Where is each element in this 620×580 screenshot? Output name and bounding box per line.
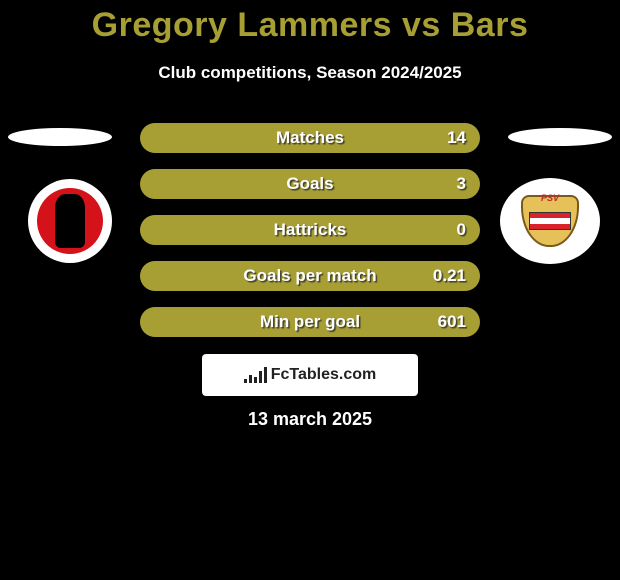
stat-bar-value: 601	[438, 312, 466, 332]
chart-icon	[244, 367, 267, 383]
stat-bar-label: Matches	[140, 128, 480, 148]
stat-bar: Goals3	[140, 169, 480, 199]
stat-bar-value: 0	[457, 220, 466, 240]
page-title: Gregory Lammers vs Bars	[0, 6, 620, 45]
stat-bar-value: 14	[447, 128, 466, 148]
right-ellipse-marker	[508, 128, 612, 146]
left-club-logo-field	[37, 188, 103, 254]
date-label: 13 march 2025	[0, 409, 620, 430]
stat-bar-label: Min per goal	[140, 312, 480, 332]
stat-bar: Hattricks0	[140, 215, 480, 245]
left-club-logo-silhouette	[55, 194, 85, 248]
fctables-badge: FcTables.com	[202, 354, 418, 396]
psv-flag	[529, 212, 571, 230]
left-club-logo	[20, 178, 120, 264]
stat-bar-label: Goals per match	[140, 266, 480, 286]
left-club-logo-ring	[28, 179, 112, 263]
left-ellipse-marker	[8, 128, 112, 146]
stats-bars: Matches14 Goals3 Hattricks0 Goals per match…	[140, 123, 480, 353]
psv-text: PSV	[541, 193, 559, 203]
stat-bar-label: Hattricks	[140, 220, 480, 240]
fctables-text: FcTables.com	[271, 366, 377, 384]
psv-flag-stripe-3	[530, 224, 570, 229]
stat-bar: Goals per match0.21	[140, 261, 480, 291]
stat-bar: Min per goal601	[140, 307, 480, 337]
stat-bar-label: Goals	[140, 174, 480, 194]
psv-shield: PSV	[521, 195, 579, 247]
right-club-logo: PSV	[500, 178, 600, 264]
subtitle: Club competitions, Season 2024/2025	[0, 63, 620, 83]
stat-bar: Matches14	[140, 123, 480, 153]
stat-bar-value: 0.21	[433, 266, 466, 286]
stat-bar-value: 3	[457, 174, 466, 194]
right-club-logo-inner: PSV	[508, 179, 592, 263]
